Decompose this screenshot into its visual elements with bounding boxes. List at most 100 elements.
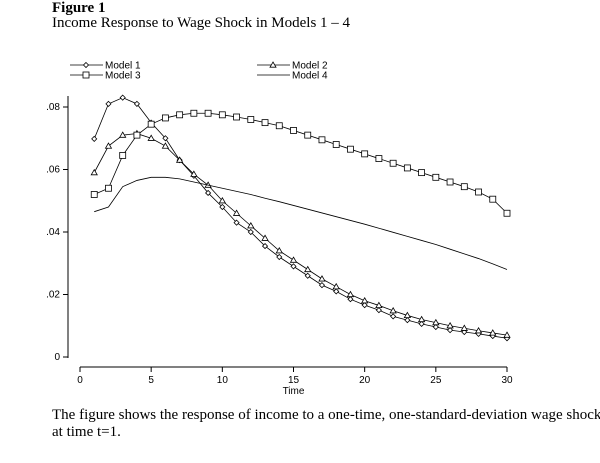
- model-3-point: [247, 116, 255, 123]
- model-3-point: [347, 145, 354, 153]
- model-4-legend-label: Model 4: [292, 71, 328, 82]
- model-1-point: [432, 323, 439, 331]
- model-2-point: [503, 331, 511, 338]
- model-2-point: [389, 306, 397, 314]
- model-1-point: [119, 94, 126, 101]
- model-2-point: [261, 234, 269, 241]
- model-2-point: [432, 318, 440, 326]
- x-tick-label: 15: [288, 375, 300, 386]
- model-2-point: [474, 326, 483, 334]
- model-1-point: [133, 100, 140, 107]
- model-2-legend-marker: [269, 61, 277, 68]
- model-3-point: [161, 114, 169, 122]
- model-3-legend-marker: [82, 71, 90, 79]
- model-3-point: [389, 159, 397, 167]
- model-2-point: [289, 256, 298, 263]
- model-3-point: [332, 141, 340, 148]
- model-3-point: [133, 131, 141, 139]
- model-2-point: [304, 265, 312, 273]
- model-3-point: [318, 136, 326, 144]
- model-3-point: [432, 173, 440, 181]
- model-1-point: [247, 228, 254, 236]
- y-tick-label: .08: [46, 102, 60, 113]
- model-1-point: [105, 100, 112, 107]
- model-2-point: [218, 196, 227, 204]
- model-3-point: [446, 178, 454, 186]
- model-2-point: [360, 296, 369, 304]
- model-3-point: [204, 109, 212, 117]
- model-2-point: [403, 311, 412, 319]
- model-1-point: [91, 135, 98, 142]
- model-2-point: [90, 168, 98, 176]
- model-1-point: [318, 282, 326, 289]
- model-2-point: [175, 156, 184, 163]
- model-1-point: [290, 263, 297, 270]
- model-2-point: [147, 134, 155, 141]
- model-1-point: [261, 242, 269, 250]
- model-1-point: [304, 272, 311, 279]
- model-3-point: [119, 152, 127, 159]
- model-3-point: [176, 111, 184, 119]
- model-1-legend-label: Model 1: [105, 61, 141, 72]
- model-1-legend-marker: [82, 61, 90, 69]
- model-2-point: [332, 282, 340, 290]
- y-tick-label: .04: [46, 227, 60, 238]
- model-2-point: [275, 246, 283, 254]
- model-2-point: [104, 142, 113, 149]
- model-1-point: [375, 307, 382, 314]
- model-3-point: [503, 209, 511, 217]
- model-4-line: [94, 176, 508, 270]
- model-1-point: [205, 189, 212, 197]
- model-1-point: [233, 219, 240, 226]
- model-1-point: [333, 288, 340, 295]
- model-2-point: [247, 221, 255, 229]
- x-tick-label: 0: [77, 375, 83, 386]
- model-3-point: [190, 109, 198, 117]
- chart-title: Income Response to Wage Shock in Models …: [52, 15, 351, 31]
- x-tick-label: 5: [148, 375, 154, 386]
- model-3-point: [489, 195, 497, 203]
- model-1-point: [390, 313, 397, 320]
- model-1-point: [347, 296, 354, 303]
- y-tick-label: 0: [54, 352, 60, 363]
- x-tick-label: 25: [430, 375, 442, 386]
- model-1-point: [404, 317, 411, 324]
- model-3-point: [290, 127, 297, 134]
- model-3-point: [233, 113, 240, 121]
- y-tick-label: .06: [46, 165, 60, 176]
- x-tick-label: 10: [217, 375, 229, 386]
- model-1-point: [162, 135, 169, 142]
- model-3-point: [261, 119, 269, 127]
- model-1-point: [219, 203, 226, 211]
- model-3-point: [275, 122, 283, 130]
- model-2-point: [346, 290, 355, 298]
- model-2-point: [375, 301, 383, 309]
- model-1-line: [93, 97, 508, 339]
- model-3-point: [375, 155, 383, 162]
- model-3-point: [105, 184, 112, 192]
- x-tick-label: 20: [359, 375, 371, 386]
- model-2-point: [417, 315, 426, 323]
- model-2-point: [318, 275, 326, 282]
- model-3-point: [361, 150, 369, 158]
- model-2-point: [232, 209, 241, 216]
- model-2-point: [460, 324, 468, 331]
- model-1-point: [361, 302, 368, 309]
- model-2-point: [161, 142, 170, 149]
- model-1-point: [276, 253, 283, 261]
- x-tick-label: 30: [501, 375, 513, 386]
- model-3-point: [403, 164, 411, 172]
- model-3-point: [304, 131, 312, 139]
- figure-caption: The figure shows the response of income …: [52, 407, 600, 440]
- model-2-point: [119, 131, 127, 138]
- model-3-legend-label: Model 3: [105, 71, 141, 82]
- model-3-point: [418, 169, 426, 177]
- model-2-line: [93, 133, 508, 336]
- model-2-point: [489, 329, 497, 336]
- x-axis-label: Time: [283, 386, 305, 397]
- model-1-point: [447, 327, 454, 334]
- model-3-point: [460, 183, 468, 191]
- model-3-point: [218, 111, 226, 119]
- model-3-point: [475, 188, 482, 196]
